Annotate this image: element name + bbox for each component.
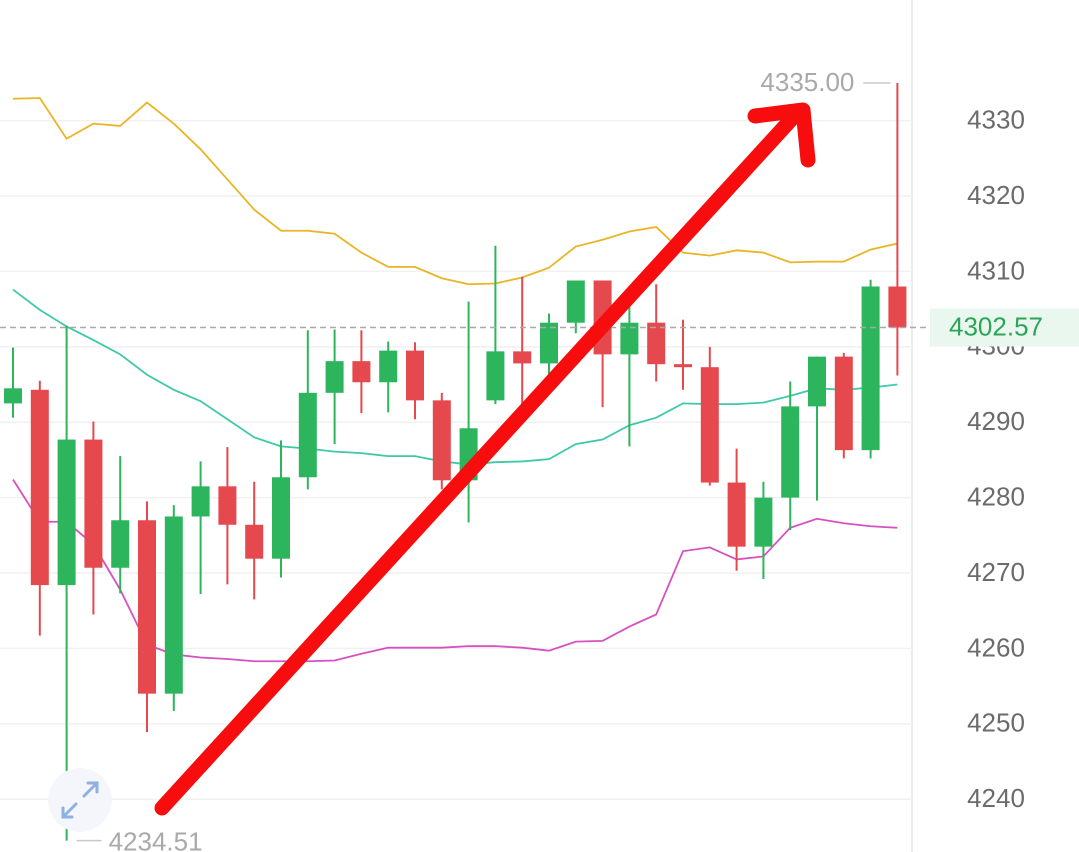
candle-body [111,520,130,568]
candle-body [781,406,800,498]
expand-icon[interactable] [61,781,99,819]
candle-body [727,482,746,547]
arrow-shaft [154,104,806,816]
indicator-line [12,479,898,663]
y-tick-label: 4320 [967,180,1025,210]
y-tick-label: 4240 [967,783,1025,813]
candle-body [566,280,585,323]
candle-body [486,351,505,401]
y-tick-label: 4250 [967,708,1025,738]
candle-body [272,477,290,559]
expand-button-bg[interactable] [48,768,112,832]
candle-body [4,388,22,404]
min-label: 4234.51 [109,826,203,852]
candle-body [888,286,907,328]
candle-body [218,486,237,525]
y-tick-label: 4330 [967,105,1025,135]
candle-body [84,439,103,568]
candle-body [379,350,398,383]
y-tick-label: 4260 [967,632,1025,662]
candle-body [700,367,719,483]
candle-body [164,516,183,694]
candle-body [432,400,451,481]
y-tick-label: 4280 [967,482,1025,512]
last-price-tag [930,308,1079,347]
candle-body [352,361,371,383]
candle-body [834,356,853,451]
candle-body [30,389,49,586]
arrow-annotation [154,102,816,816]
candle-body [808,356,826,407]
candle-body [245,524,264,559]
indicator-lines [12,97,898,663]
indicator-line [12,288,898,466]
candle-body [57,439,76,586]
candle-body [138,520,156,694]
candles [4,82,907,841]
candle-body [513,351,532,364]
candle-body [540,322,558,364]
candle-body [647,322,666,365]
y-tick-label: 4270 [967,557,1025,587]
labels: 4240425042604270428042904300431043204330… [0,67,1079,852]
candle-body [298,392,317,478]
candle-body [861,286,880,451]
arrow-head [747,102,816,168]
candle-body [620,322,639,355]
y-tick-label: 4290 [967,406,1025,436]
last-price-label: 4302.57 [949,311,1043,341]
expand-button[interactable] [48,768,112,832]
indicator-line [12,97,898,286]
candle-body [406,350,424,401]
candle-body [754,497,773,547]
candle-body [674,364,692,368]
max-label: 4335.00 [760,67,854,97]
y-tick-label: 4310 [967,255,1025,285]
candle-body [325,361,344,393]
grid [0,119,912,800]
candle-body [191,486,210,517]
